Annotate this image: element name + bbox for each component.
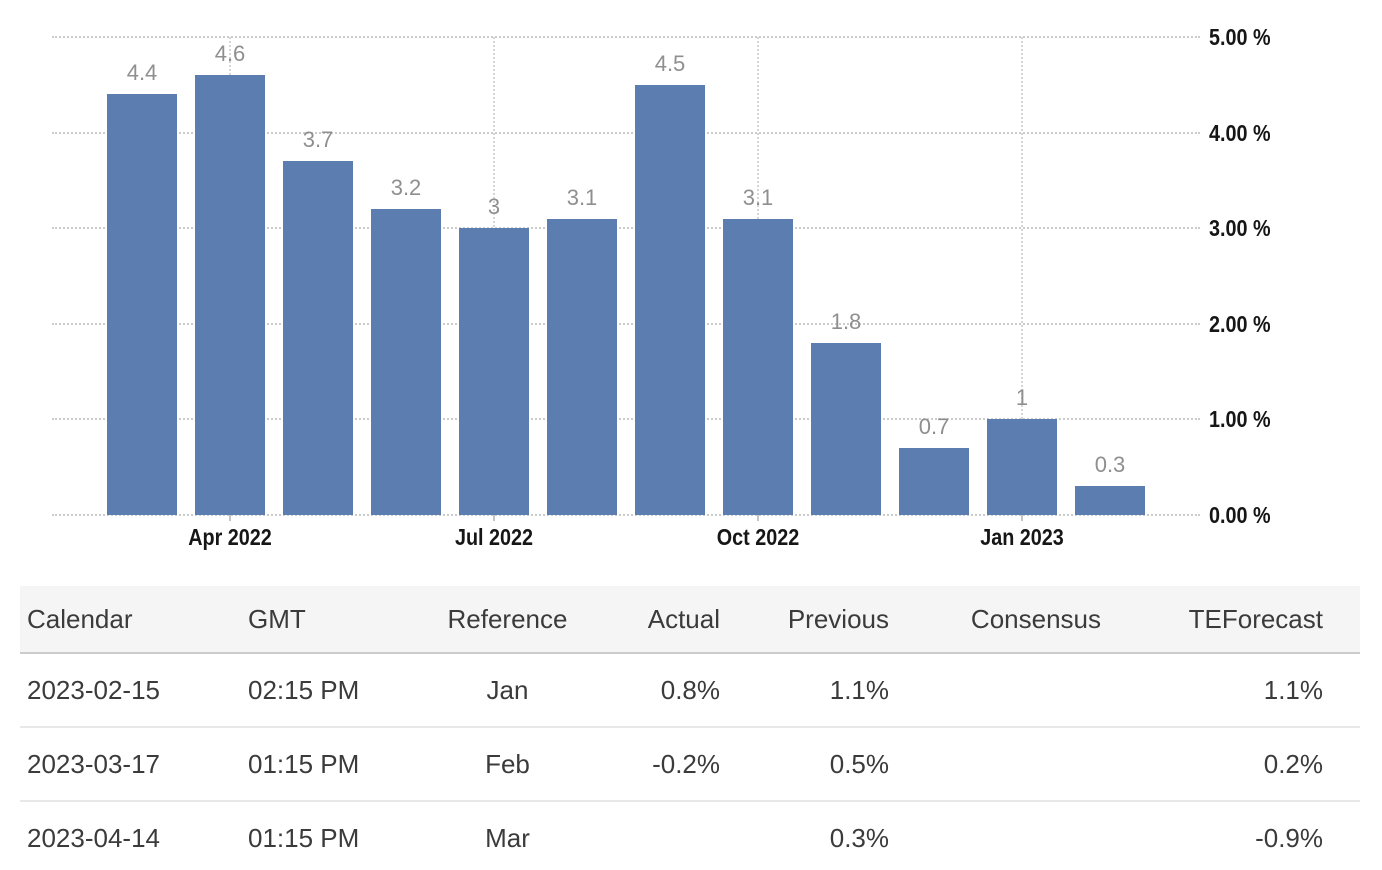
- cell-teforecast: -0.9%: [1109, 801, 1360, 870]
- bar-value-label: 4.5: [654, 50, 686, 76]
- gridline-horizontal: [52, 36, 1200, 38]
- gridline-horizontal: [52, 131, 1200, 134]
- x-axis-label: Apr 2022: [188, 524, 272, 550]
- bar-jun-2022[interactable]: [371, 209, 441, 515]
- column-header-consensus: Consensus: [897, 586, 1109, 654]
- gridline-horizontal: [52, 227, 1200, 230]
- cell-actual: 0.8%: [570, 653, 728, 728]
- cell-calendar: 2023-02-15: [20, 653, 240, 728]
- cell-gmt: 01:15 PM: [240, 727, 445, 802]
- column-header-gmt: GMT: [240, 586, 445, 654]
- x-axis-label: Oct 2022: [716, 524, 800, 550]
- bar-jul-2022[interactable]: [459, 228, 529, 515]
- y-axis-label: 1.00 %: [1209, 406, 1271, 433]
- cell-gmt: 01:15 PM: [240, 801, 445, 870]
- cell-consensus: [897, 727, 1109, 802]
- bar-dec-2022[interactable]: [899, 448, 969, 515]
- y-axis-label: 4.00 %: [1209, 119, 1271, 146]
- column-header-teforecast: TEForecast: [1109, 586, 1360, 654]
- cell-reference: Mar: [445, 801, 570, 870]
- table-row: 2023-03-17 01:15 PM Feb -0.2% 0.5% 0.2%: [20, 727, 1360, 802]
- bar-jan-2023[interactable]: [987, 419, 1057, 515]
- cell-actual: [570, 801, 728, 870]
- calendar-table-body: 2023-02-15 02:15 PM Jan 0.8% 1.1% 1.1% 2023-03…: [20, 653, 1360, 870]
- cell-reference: Feb: [445, 727, 570, 802]
- cell-gmt: 02:15 PM: [240, 653, 445, 728]
- bar-value-label: 4.4: [126, 60, 158, 86]
- bar-value-label: 0.3: [1094, 452, 1126, 478]
- bar-value-label: 0.7: [918, 414, 950, 440]
- cell-calendar: 2023-04-14: [20, 801, 240, 870]
- bar-value-label: 3: [487, 194, 501, 220]
- gridline-horizontal: [52, 514, 1200, 516]
- cell-actual: -0.2%: [570, 727, 728, 802]
- bar-nov-2022[interactable]: [811, 342, 881, 515]
- bar-value-label: 3.7: [302, 127, 334, 153]
- bar-may-2022[interactable]: [283, 161, 353, 515]
- gridline-horizontal: [52, 322, 1200, 325]
- cell-calendar: 2023-03-17: [20, 727, 240, 802]
- gridline-vertical: [1021, 37, 1023, 515]
- column-header-actual: Actual: [570, 586, 728, 654]
- column-header-previous: Previous: [728, 586, 897, 654]
- y-axis-label: 3.00 %: [1209, 215, 1271, 242]
- cell-teforecast: 0.2%: [1109, 727, 1360, 802]
- bar-value-label: 3.1: [566, 184, 598, 210]
- y-axis-label: 2.00 %: [1209, 310, 1271, 337]
- cell-consensus: [897, 653, 1109, 728]
- cell-previous: 1.1%: [728, 653, 897, 728]
- gridline-horizontal: [52, 418, 1200, 421]
- calendar-table: Calendar GMT Reference Actual Previous Consen…: [20, 586, 1360, 870]
- bar-chart: 5.00 % 4.00 % 3.00 % 2.00 % 1.00 % 0.00 % Apr …: [52, 24, 1271, 550]
- bar-sep-2022[interactable]: [635, 84, 705, 515]
- x-axis-tick: [493, 515, 495, 521]
- y-axis-label: 0.00 %: [1209, 502, 1271, 528]
- y-axis-label: 5.00 %: [1209, 24, 1271, 50]
- column-header-calendar: Calendar: [20, 586, 240, 654]
- bar-oct-2022[interactable]: [723, 218, 793, 515]
- cell-reference: Jan: [445, 653, 570, 728]
- bar-aug-2022[interactable]: [547, 218, 617, 515]
- bar-value-label: 1: [1015, 385, 1029, 411]
- bar-value-label: 3.1: [742, 184, 774, 210]
- bar-value-label: 4.6: [214, 41, 246, 67]
- bar-apr-2022[interactable]: [195, 75, 265, 515]
- x-axis-tick: [1021, 515, 1023, 521]
- table-row: 2023-02-15 02:15 PM Jan 0.8% 1.1% 1.1%: [20, 653, 1360, 728]
- x-axis-label: Jul 2022: [454, 524, 534, 550]
- column-header-reference: Reference: [445, 586, 570, 654]
- x-axis-tick: [757, 515, 759, 521]
- table-row: 2023-04-14 01:15 PM Mar 0.3% -0.9%: [20, 801, 1360, 870]
- bar-mar-2022[interactable]: [107, 94, 177, 515]
- x-axis-label: Jan 2023: [980, 524, 1064, 550]
- bar-value-label: 1.8: [830, 308, 862, 334]
- bar-value-label: 3.2: [390, 175, 422, 201]
- cell-teforecast: 1.1%: [1109, 653, 1360, 728]
- calendar-table-header: Calendar GMT Reference Actual Previous Consen…: [20, 586, 1360, 654]
- bar-feb-2023[interactable]: [1075, 486, 1145, 515]
- cell-consensus: [897, 801, 1109, 870]
- x-axis-tick: [229, 515, 231, 521]
- cell-previous: 0.3%: [728, 801, 897, 870]
- cell-previous: 0.5%: [728, 727, 897, 802]
